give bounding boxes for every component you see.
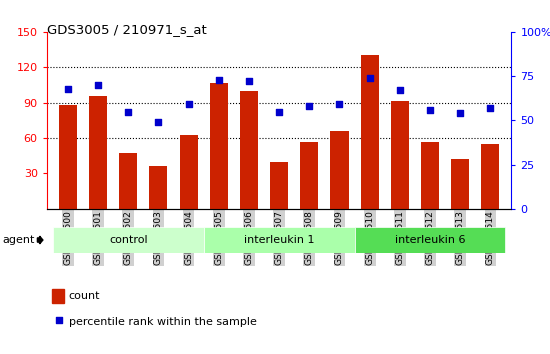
Text: GDS3005 / 210971_s_at: GDS3005 / 210971_s_at: [47, 23, 206, 36]
FancyBboxPatch shape: [53, 227, 204, 253]
Point: [365, 75, 374, 81]
Bar: [150, 166, 167, 209]
Point: [456, 110, 465, 116]
Bar: [361, 56, 379, 209]
Point: [94, 82, 102, 88]
Bar: [179, 135, 197, 209]
Bar: [210, 82, 228, 209]
Bar: [89, 96, 107, 209]
Point: [184, 102, 193, 107]
Bar: [59, 105, 77, 209]
Bar: [451, 159, 469, 209]
FancyBboxPatch shape: [355, 227, 505, 253]
Point: [124, 109, 133, 114]
FancyBboxPatch shape: [204, 227, 355, 253]
Text: agent: agent: [3, 235, 35, 245]
Bar: [331, 131, 349, 209]
Point: [305, 103, 314, 109]
Bar: [300, 142, 318, 209]
Text: interleukin 6: interleukin 6: [395, 235, 465, 245]
Point: [486, 105, 495, 111]
Point: [63, 86, 72, 91]
Text: control: control: [109, 235, 147, 245]
Text: percentile rank within the sample: percentile rank within the sample: [69, 317, 257, 327]
Text: interleukin 1: interleukin 1: [244, 235, 315, 245]
Bar: [240, 91, 258, 209]
Point: [214, 77, 223, 82]
Point: [274, 109, 284, 114]
Point: [335, 102, 344, 107]
Bar: [119, 153, 138, 209]
Point: [154, 119, 163, 125]
Point: [395, 87, 404, 93]
Point: [426, 107, 434, 113]
Bar: [270, 162, 288, 209]
Text: count: count: [69, 291, 100, 301]
Bar: [391, 102, 409, 209]
Point: [54, 318, 63, 323]
Bar: [481, 144, 499, 209]
Point: [245, 79, 254, 84]
Bar: [421, 142, 439, 209]
